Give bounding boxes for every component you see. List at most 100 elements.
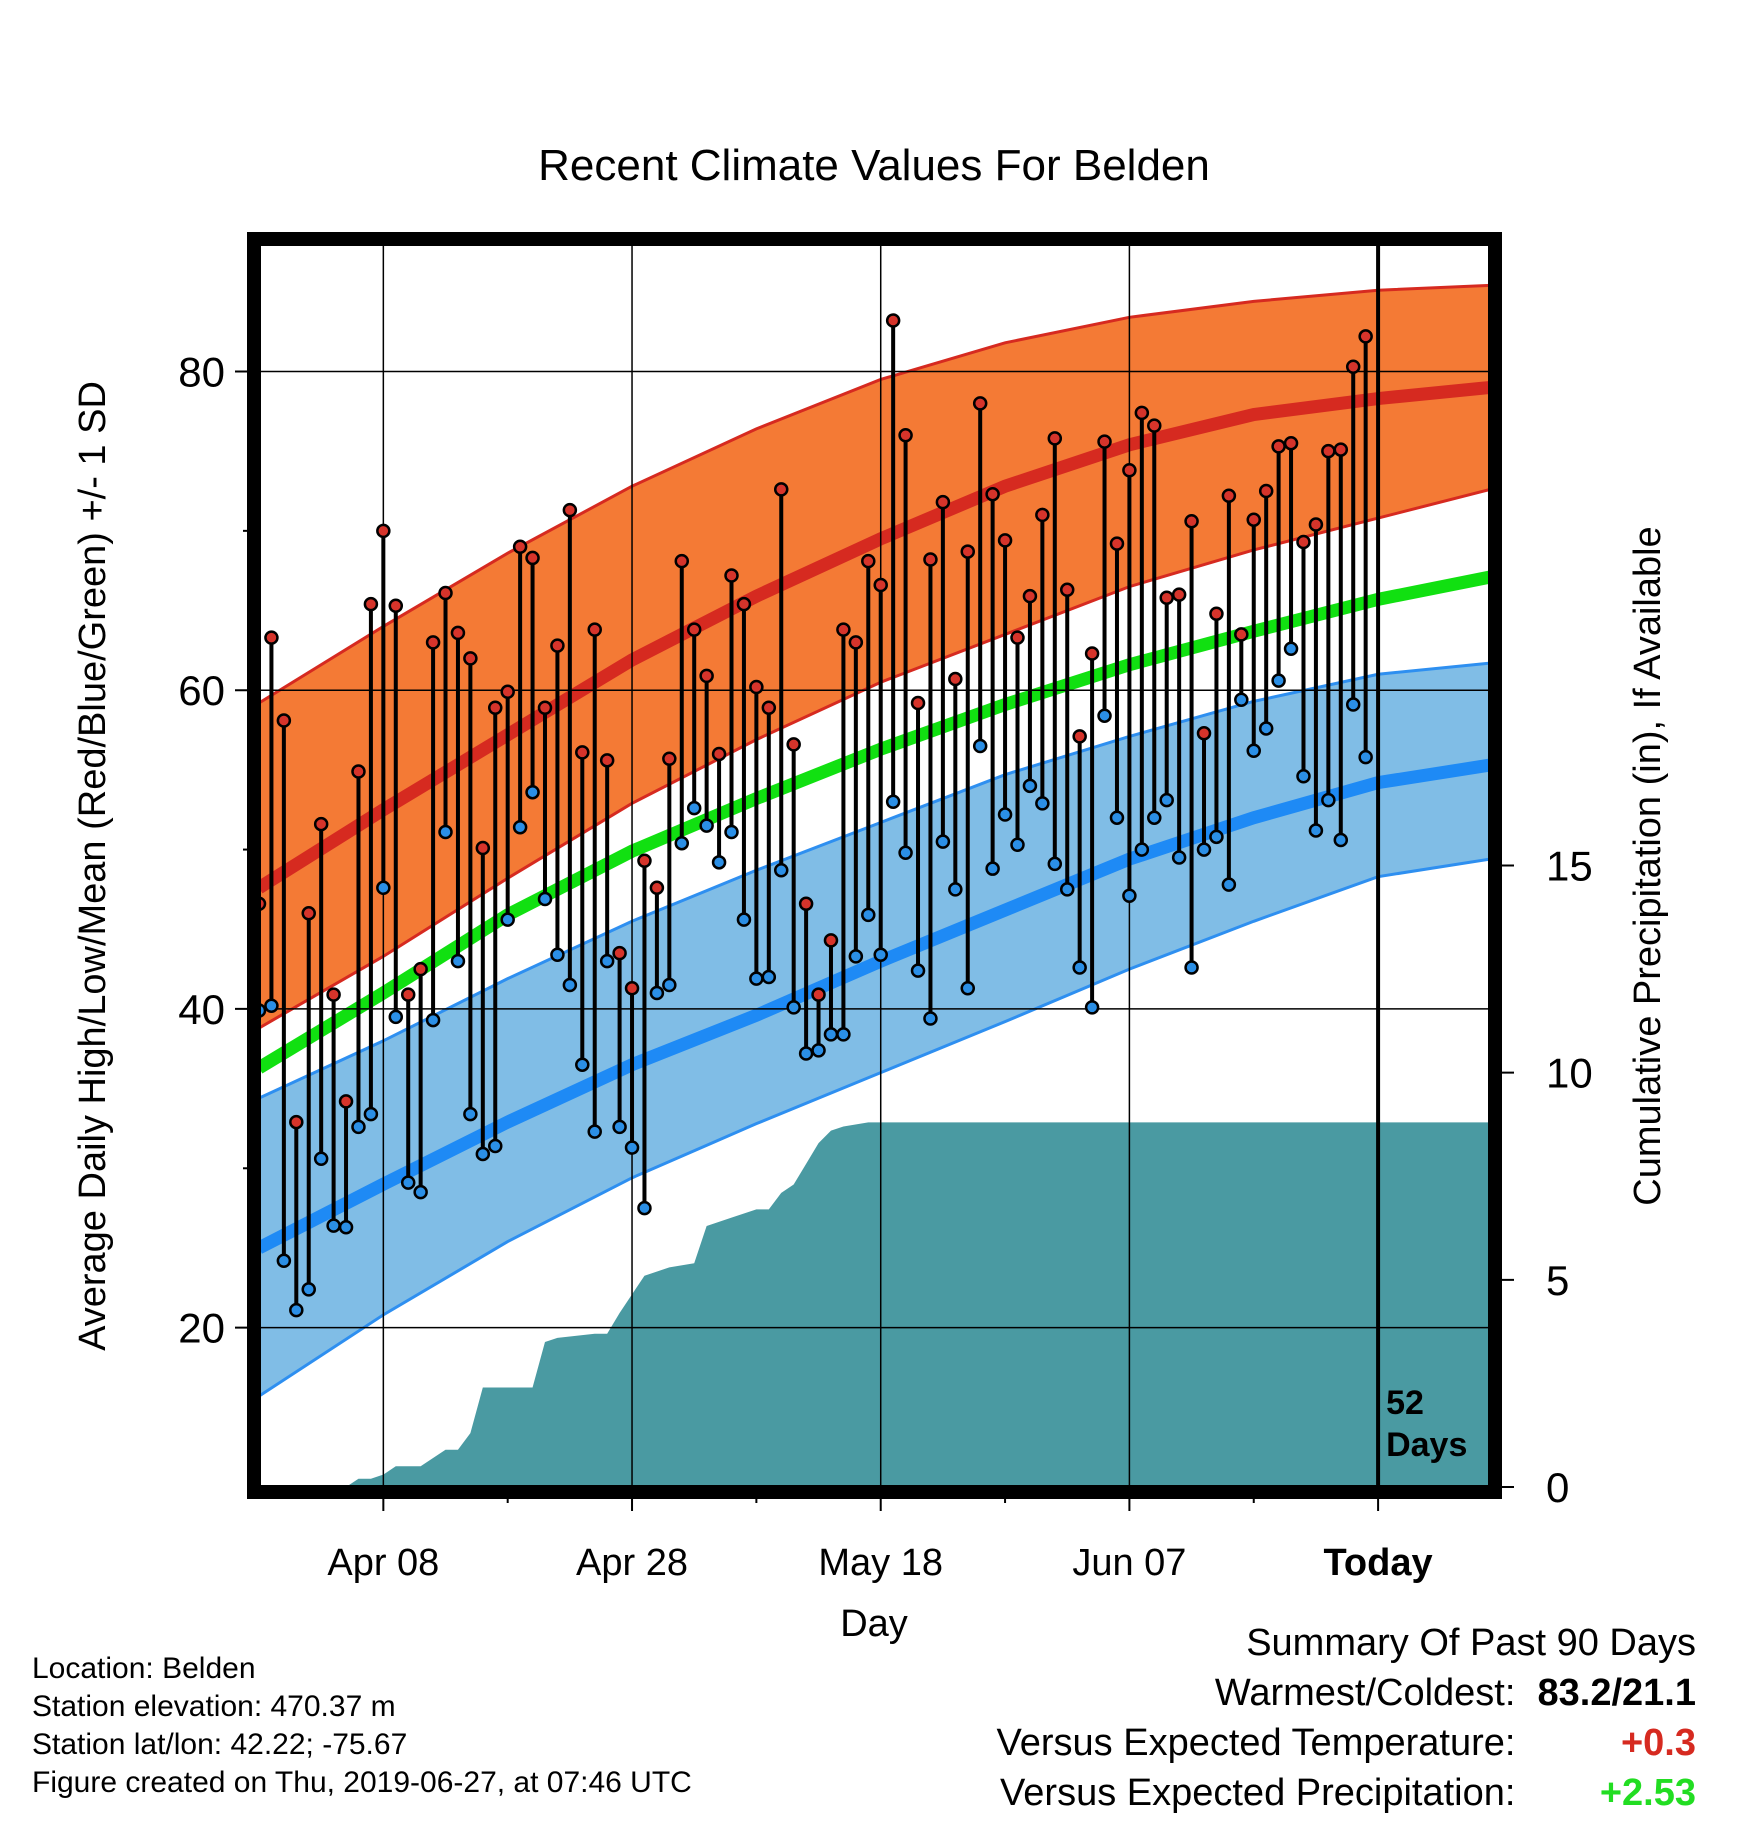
daily-high-point bbox=[624, 980, 640, 996]
precip-value: +2.53 bbox=[1599, 1772, 1696, 1814]
daily-high-point bbox=[537, 700, 553, 715]
daily-low-point bbox=[662, 977, 677, 993]
daily-high-point bbox=[388, 598, 404, 613]
daily-high-point bbox=[1345, 359, 1361, 374]
daily-high-point bbox=[997, 533, 1013, 548]
daily-low-point bbox=[1221, 877, 1237, 892]
daily-low-point bbox=[985, 861, 1000, 876]
daily-low-point bbox=[823, 1027, 839, 1042]
daily-low-point bbox=[488, 1138, 503, 1154]
daily-low-point bbox=[960, 980, 976, 996]
daily-high-point bbox=[674, 553, 690, 569]
daily-high-point bbox=[662, 751, 677, 766]
daily-low-point bbox=[1258, 721, 1274, 736]
daily-high-point bbox=[811, 987, 826, 1002]
daily-low-point bbox=[761, 969, 777, 985]
daily-low-point bbox=[898, 845, 913, 861]
station-info: Location: Belden Station elevation: 470.… bbox=[32, 1650, 692, 1802]
daily-low-point bbox=[1159, 792, 1174, 808]
precip-label: Versus Expected Precipitation: bbox=[1000, 1772, 1516, 1814]
daily-high-point bbox=[711, 746, 727, 762]
daily-low-point bbox=[674, 835, 690, 851]
y-tick-label: 40 bbox=[178, 986, 225, 1033]
daily-high-point bbox=[786, 737, 801, 752]
daily-low-point bbox=[425, 1012, 441, 1028]
daily-high-point bbox=[587, 622, 602, 637]
x-tick-label: May 18 bbox=[818, 1542, 943, 1584]
elevation-text: Station elevation: 470.37 m bbox=[32, 1690, 396, 1723]
x-axis-label: Day bbox=[840, 1603, 908, 1645]
daily-high-point bbox=[1221, 488, 1237, 504]
daily-high-point bbox=[425, 635, 441, 650]
daily-high-point bbox=[512, 539, 528, 555]
daily-low-point bbox=[1010, 837, 1025, 853]
daily-low-point bbox=[525, 784, 540, 800]
daily-high-point bbox=[1283, 435, 1299, 451]
daily-low-point bbox=[264, 998, 279, 1013]
daily-high-point bbox=[301, 906, 316, 921]
daily-low-point bbox=[463, 1106, 478, 1122]
daily-low-point bbox=[861, 907, 876, 923]
daily-low-point bbox=[1308, 823, 1324, 838]
daily-high-point bbox=[1246, 512, 1261, 527]
daily-low-point bbox=[512, 820, 528, 835]
daily-low-point bbox=[1171, 850, 1187, 865]
daily-high-point bbox=[736, 596, 752, 612]
daily-high-point bbox=[1196, 725, 1212, 741]
precip-area bbox=[259, 1122, 1490, 1487]
daily-high-point bbox=[1258, 483, 1274, 499]
daily-high-point bbox=[1072, 729, 1087, 744]
daily-high-point bbox=[1358, 329, 1373, 344]
daily-low-point bbox=[972, 738, 988, 754]
daily-high-point bbox=[463, 651, 478, 666]
daily-low-point bbox=[836, 1027, 851, 1042]
summary-title: Summary Of Past 90 Days bbox=[1246, 1622, 1696, 1664]
daily-high-point bbox=[699, 668, 714, 684]
y-tick-label: 60 bbox=[178, 667, 225, 714]
temp-row: Versus Expected Temperature: +0.3 bbox=[997, 1718, 1696, 1768]
daily-high-point bbox=[1147, 418, 1162, 433]
daily-high-point bbox=[1159, 590, 1174, 606]
daily-high-point bbox=[1097, 434, 1112, 449]
x-tick-label: Today bbox=[1324, 1542, 1433, 1584]
daily-high-point bbox=[686, 622, 702, 637]
daily-low-point bbox=[1097, 708, 1112, 723]
daily-high-point bbox=[910, 695, 926, 711]
location-text: Location: Belden bbox=[32, 1652, 256, 1685]
y2-tick-label: 5 bbox=[1546, 1257, 1569, 1304]
today-days-word: Days bbox=[1386, 1426, 1467, 1464]
daily-low-point bbox=[313, 1151, 329, 1166]
daily-low-point bbox=[413, 1184, 428, 1200]
created-text: Figure created on Thu, 2019-06-27, at 07… bbox=[32, 1766, 692, 1799]
daily-low-point bbox=[1147, 810, 1162, 825]
y2-tick-label: 0 bbox=[1546, 1464, 1569, 1511]
daily-low-point bbox=[1209, 829, 1224, 845]
y2-tick-label: 15 bbox=[1546, 843, 1593, 890]
daily-low-point bbox=[575, 1057, 590, 1072]
daily-low-point bbox=[276, 1253, 292, 1268]
daily-high-point bbox=[400, 987, 416, 1002]
daily-high-point bbox=[1271, 439, 1286, 454]
daily-low-point bbox=[711, 855, 727, 870]
daily-high-point bbox=[1171, 587, 1187, 602]
y-tick-label: 20 bbox=[178, 1305, 225, 1352]
daily-high-point bbox=[960, 544, 976, 559]
daily-low-point bbox=[1122, 888, 1137, 904]
daily-low-point bbox=[637, 1200, 652, 1216]
daily-low-point bbox=[1059, 882, 1075, 897]
daily-high-point bbox=[724, 568, 739, 583]
daily-low-point bbox=[289, 1302, 304, 1318]
daily-high-point bbox=[848, 635, 864, 650]
daily-low-point bbox=[612, 1119, 627, 1135]
daily-high-point bbox=[873, 577, 888, 593]
x-tick-label: Apr 08 bbox=[327, 1542, 439, 1584]
daily-high-point bbox=[289, 1114, 304, 1130]
daily-high-point bbox=[351, 764, 366, 779]
daily-low-point bbox=[587, 1124, 602, 1139]
daily-low-point bbox=[1234, 692, 1249, 708]
daily-low-point bbox=[811, 1043, 826, 1058]
daily-high-point bbox=[898, 427, 913, 443]
daily-high-point bbox=[575, 745, 590, 760]
today-days-number: 52 bbox=[1386, 1384, 1424, 1422]
daily-low-point bbox=[351, 1119, 366, 1135]
